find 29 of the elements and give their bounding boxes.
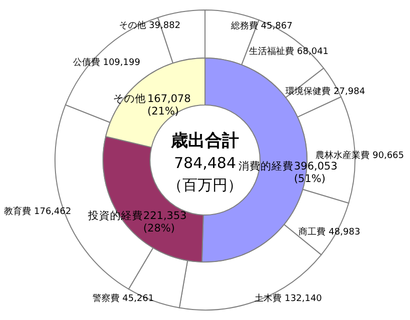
data-label: 176,462 xyxy=(34,207,72,217)
data-label: 48,983 xyxy=(328,228,360,238)
slice-label: その他 xyxy=(112,93,146,106)
data-label: 45,867 xyxy=(260,21,292,32)
data-label: 90,665 xyxy=(372,150,404,161)
data-label: 221,353 (28%) xyxy=(143,210,187,235)
data-label: 39,882 xyxy=(148,20,180,31)
text: 784,484 xyxy=(174,154,236,172)
slice-label: 公債費 xyxy=(72,56,100,68)
slice-label: 生活福祉費 xyxy=(249,46,294,58)
slice-label: 環境保健費 xyxy=(286,86,331,98)
slice-label: 土木費 xyxy=(254,293,282,304)
slice-label: 総務費 xyxy=(230,20,258,32)
slice-label: 農林水産業費 xyxy=(316,150,370,161)
slice-label: 警察費 xyxy=(92,293,120,304)
text: （百万円） xyxy=(168,176,242,194)
slice-label: 教育費 xyxy=(4,206,31,217)
text: 歳出合計 xyxy=(170,131,239,151)
slice-label: 消費的経費 xyxy=(238,159,294,172)
data-label: 68,041 xyxy=(297,47,329,58)
data-label: 27,984 xyxy=(334,87,366,98)
data-label: 45,261 xyxy=(122,294,154,304)
slice-label: 投資的経費 xyxy=(86,209,143,222)
slice-label: その他 xyxy=(118,20,146,31)
data-label: 132,140 xyxy=(284,294,322,304)
data-label: 109,199 xyxy=(102,58,140,68)
data-label: 396,053 (51%) xyxy=(294,160,338,185)
data-label: 167,078 (21%) xyxy=(147,93,191,118)
slice-label: 商工費 xyxy=(298,226,326,238)
